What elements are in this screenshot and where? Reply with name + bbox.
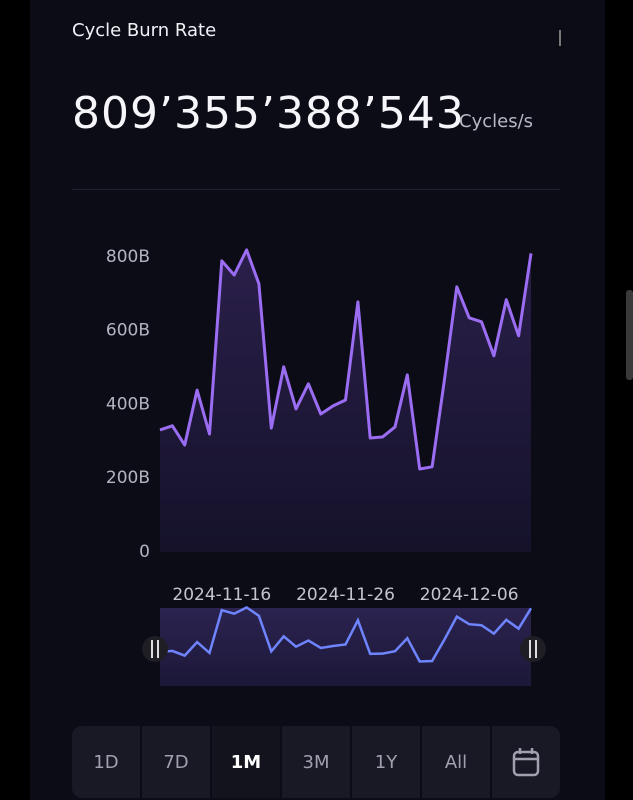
handle-grip [151, 640, 153, 658]
scrollbar [626, 290, 633, 380]
y-tick-label: 600B [106, 321, 150, 341]
y-tick-label: 400B [106, 394, 150, 414]
range-button[interactable]: 1Y [352, 726, 422, 798]
x-tick-label: 2024-11-26 [296, 585, 395, 605]
range-button[interactable]: 3M [282, 726, 352, 798]
card-title: Cycle Burn Rate [72, 20, 217, 41]
calendar-icon [512, 748, 540, 777]
navigator-line [159, 606, 533, 663]
menu-dots[interactable] [559, 30, 561, 46]
range-button[interactable]: 1M [212, 726, 282, 798]
line [159, 248, 533, 471]
calendar-button[interactable] [492, 726, 560, 798]
navigator-handle[interactable] [520, 636, 546, 662]
metric-value: 809’355’388’543 [72, 88, 465, 139]
handle-grip [157, 640, 159, 658]
metric-unit: Cycles/s [459, 111, 534, 132]
x-tick-label: 2024-11-16 [172, 585, 271, 605]
y-tick-label: 0 [139, 542, 150, 562]
handle-grip [535, 640, 537, 658]
chart: 0 200B 400B 600B 800B 2024-11-16 2024-11-26 202… [106, 30, 561, 686]
handle-grip [529, 640, 531, 658]
divider [72, 189, 560, 190]
navigator-handle[interactable] [142, 636, 168, 662]
x-tick-label: 2024-12-06 [420, 585, 519, 605]
range-selector: 1D 7D 1M 3M 1Y All [72, 726, 560, 798]
range-button[interactable]: 7D [142, 726, 212, 798]
range-button[interactable]: All [422, 726, 492, 798]
y-tick-label: 200B [106, 468, 150, 488]
navigator-window [160, 608, 531, 686]
y-tick-label: 800B [106, 247, 150, 267]
range-button[interactable]: 1D [72, 726, 142, 798]
